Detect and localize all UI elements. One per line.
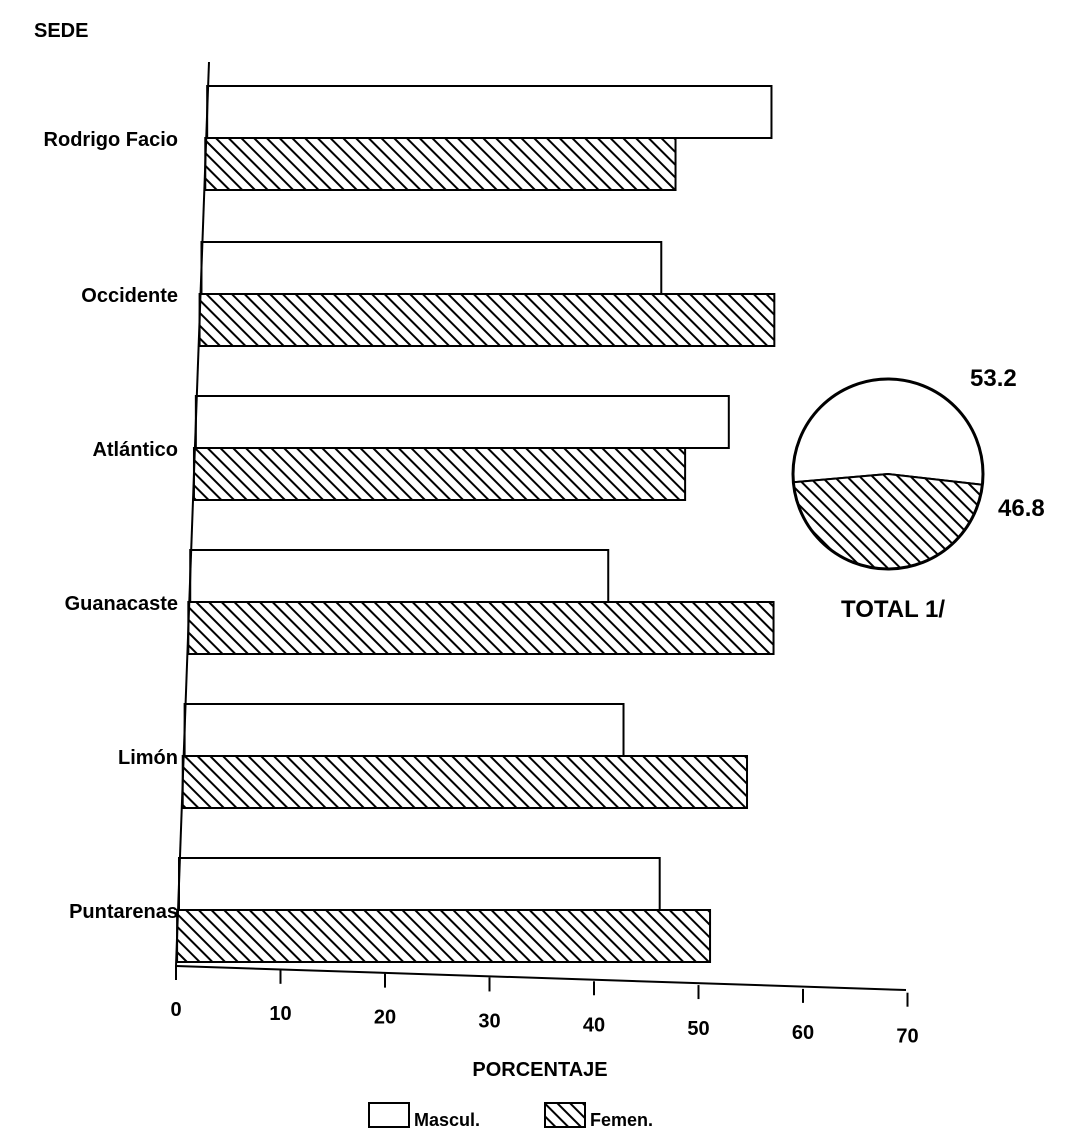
category-label-guanacaste: Guanacaste: [65, 593, 178, 615]
legend-swatch-mascul: [368, 1102, 410, 1128]
bar-group: [176, 85, 776, 963]
x-tick-label-50: 50: [687, 1018, 709, 1040]
pie-label-masculine: 53.2: [970, 365, 1017, 392]
bar-puntarenas-femen: [176, 909, 712, 963]
bar-guanacaste-mascul: [189, 549, 610, 603]
bar-rodrigo-facio-mascul: [206, 85, 773, 139]
x-tick-label-40: 40: [583, 1014, 605, 1036]
bar-occidente-femen: [198, 293, 776, 347]
x-axis-title: PORCENTAJE: [472, 1059, 607, 1081]
x-tick-label-0: 0: [170, 999, 181, 1021]
x-tick-label-30: 30: [478, 1010, 500, 1032]
pie-slice-feminine: [792, 472, 984, 570]
category-label-atlantico: Atlántico: [92, 439, 178, 461]
bar-rodrigo-facio-femen: [204, 137, 677, 191]
category-label-limon: Limón: [118, 747, 178, 769]
y-axis-title: SEDE: [34, 20, 88, 42]
category-label-occidente: Occidente: [81, 285, 178, 307]
bar-atlantico-mascul: [194, 395, 730, 449]
x-tick-label-20: 20: [374, 1007, 396, 1029]
x-axis-line: [175, 965, 907, 991]
legend: Mascul. Femen.: [368, 1102, 653, 1130]
pie-chart: [791, 377, 985, 571]
category-label-puntarenas: Puntarenas: [69, 901, 178, 923]
legend-swatch-femen: [544, 1102, 586, 1128]
y-axis-line: [175, 61, 210, 967]
legend-label-mascul: Mascul.: [414, 1110, 480, 1130]
legend-label-femen: Femen.: [590, 1110, 653, 1130]
pie-slice-masculine: [792, 378, 984, 486]
x-tick-label-60: 60: [792, 1022, 814, 1044]
pie-outline: [791, 377, 985, 571]
x-tick-label-10: 10: [269, 1003, 291, 1025]
bar-guanacaste-femen: [187, 601, 775, 655]
pie-title: TOTAL 1/: [841, 596, 945, 623]
bar-atlantico-femen: [192, 447, 687, 501]
x-tick-label-70: 70: [896, 1026, 918, 1048]
bar-occidente-mascul: [200, 241, 663, 295]
pie-label-feminine: 46.8: [998, 495, 1045, 522]
bar-limon-mascul: [183, 703, 625, 757]
category-label-rodrigo-facio: Rodrigo Facio: [44, 129, 178, 151]
bar-puntarenas-mascul: [177, 857, 661, 911]
category-labels: Rodrigo Facio Occidente Atlántico Guanacast…: [44, 129, 178, 923]
bar-limon-femen: [181, 755, 749, 809]
x-axis-ticks: 0 10 20 30 40 50 60 70: [170, 966, 919, 1048]
